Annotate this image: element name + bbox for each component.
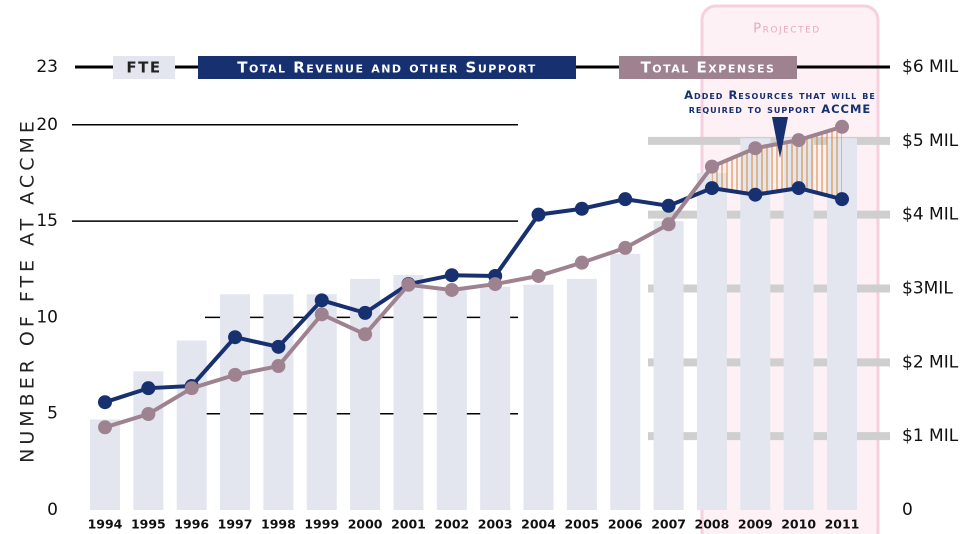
x-tick-label: 1998 [261, 517, 296, 532]
bar [653, 221, 684, 510]
point [444, 268, 459, 283]
point [618, 192, 633, 207]
point [618, 240, 633, 255]
point [574, 255, 589, 270]
point [835, 192, 849, 207]
y-axis-label: NUMBER OF FTE AT ACCME [17, 117, 39, 463]
x-tick-label: 1999 [304, 517, 339, 532]
point [835, 119, 849, 134]
point [228, 367, 243, 382]
bar [393, 275, 424, 510]
gap-area [711, 126, 842, 200]
point [228, 330, 243, 345]
bar [263, 294, 294, 510]
y-tick-label: 20 [36, 115, 58, 135]
x-tick-label: 2001 [391, 517, 426, 532]
bar [436, 290, 467, 510]
point [141, 381, 156, 396]
bar [610, 253, 641, 510]
point [271, 359, 286, 374]
y2-tick-label: $5 MIL [902, 131, 959, 151]
x-tick-label: 2010 [781, 517, 816, 532]
point [574, 201, 589, 216]
y-tick-label: 10 [36, 307, 58, 327]
point [358, 327, 373, 342]
point [748, 141, 763, 156]
bar [566, 278, 597, 510]
y2-tick-label: $2 MIL [902, 352, 959, 372]
point [314, 293, 329, 308]
point [401, 277, 416, 292]
x-tick-label: 2006 [608, 517, 643, 532]
x-tick-label: 2004 [521, 517, 556, 532]
y-tick-label: 0 [47, 500, 58, 520]
point [98, 420, 112, 435]
y2-tick-label: $3MIL [902, 279, 953, 299]
x-tick-label: 2002 [434, 517, 469, 532]
point [661, 198, 676, 213]
legend-swatch [198, 56, 576, 79]
line [104, 124, 843, 430]
x-tick-label: 2000 [348, 517, 383, 532]
y2-tick-label: $6 MIL [902, 57, 959, 77]
y2-tick-label: $1 MIL [902, 426, 959, 446]
point [791, 133, 806, 148]
x-tick-label: 2007 [651, 517, 686, 532]
y-tick-label: 15 [36, 211, 58, 231]
x-tick-label: 1997 [218, 517, 253, 532]
x-tick-label: 1994 [88, 517, 123, 532]
annotation: Added Resources that will be required to … [684, 88, 876, 116]
point [704, 181, 719, 196]
point [531, 268, 546, 283]
x-tick-label: 1996 [174, 517, 209, 532]
x-tick-label: 1995 [131, 517, 166, 532]
point [661, 217, 676, 232]
bar [480, 286, 511, 510]
x-tick-label: 2009 [738, 517, 773, 532]
bar [783, 138, 814, 511]
point [531, 207, 546, 222]
point [184, 381, 199, 396]
legend-swatch [113, 56, 175, 79]
legend-label: Total Expenses [641, 59, 776, 77]
bar [90, 419, 120, 510]
legend-swatch [619, 56, 797, 79]
point [791, 181, 806, 196]
legend-label: Total Revenue and other Support [237, 59, 536, 77]
bar [523, 284, 554, 510]
point [98, 395, 112, 410]
bar [696, 172, 727, 510]
bar [306, 294, 337, 510]
point [141, 407, 156, 422]
x-tick-label: 2011 [825, 517, 860, 532]
point [314, 307, 329, 322]
point [488, 277, 503, 292]
x-tick-label: 2005 [564, 517, 599, 532]
annotation-arrow [772, 117, 788, 158]
y-tick-label: 23 [36, 57, 58, 77]
legend-label: FTE [126, 59, 161, 77]
bar [176, 340, 207, 510]
point [444, 282, 459, 297]
bar [220, 294, 251, 510]
y-tick-label: 5 [47, 404, 58, 424]
y2-tick-label: 0 [902, 500, 913, 520]
point [271, 339, 286, 354]
line [104, 186, 843, 405]
y2-tick-label: $4 MIL [902, 205, 959, 225]
point [748, 187, 763, 202]
x-tick-label: 2003 [478, 517, 513, 532]
x-tick-label: 2008 [695, 517, 730, 532]
projected-label: Projected [753, 22, 820, 37]
point [358, 305, 373, 320]
point [704, 159, 719, 174]
